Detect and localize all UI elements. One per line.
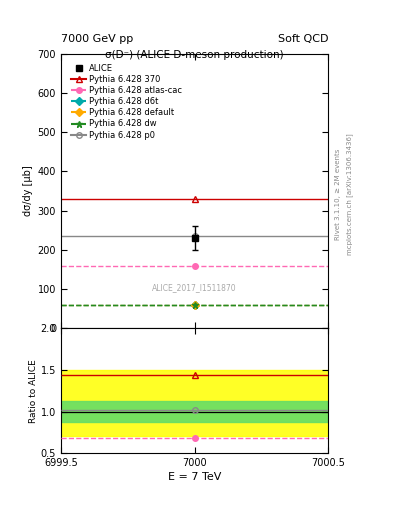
Legend: ALICE, Pythia 6.428 370, Pythia 6.428 atlas-cac, Pythia 6.428 d6t, Pythia 6.428 : ALICE, Pythia 6.428 370, Pythia 6.428 at… (68, 61, 186, 143)
Title: σ(D⁻) (ALICE D-meson production): σ(D⁻) (ALICE D-meson production) (105, 50, 284, 60)
Text: Rivet 3.1.10, ≥ 2M events: Rivet 3.1.10, ≥ 2M events (335, 149, 341, 240)
Text: Soft QCD: Soft QCD (278, 33, 328, 44)
Text: ALICE_2017_I1511870: ALICE_2017_I1511870 (152, 283, 237, 292)
Bar (61, 370, 328, 436)
Y-axis label: Ratio to ALICE: Ratio to ALICE (29, 359, 38, 422)
X-axis label: E = 7 TeV: E = 7 TeV (168, 472, 221, 482)
Text: mcplots.cern.ch [arXiv:1306.3436]: mcplots.cern.ch [arXiv:1306.3436] (346, 134, 353, 255)
Y-axis label: dσ/dy [µb]: dσ/dy [µb] (24, 166, 33, 217)
Text: 7000 GeV pp: 7000 GeV pp (61, 33, 133, 44)
Bar (61, 401, 328, 422)
